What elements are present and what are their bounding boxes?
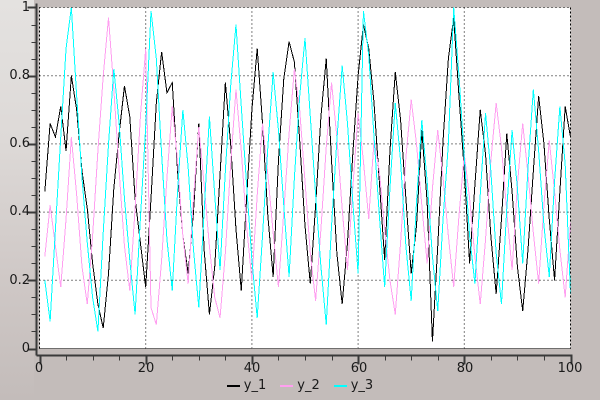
legend-entry-y_2[interactable]: y_2 [280, 378, 320, 393]
legend-entry-y_3[interactable]: y_3 [333, 378, 374, 393]
series-line-y_3 [44, 7, 571, 332]
series-line-y_2 [44, 17, 571, 325]
y-tick-label-0.8: 0.8 [9, 68, 30, 83]
legend-label-y_1: y_1 [243, 378, 267, 393]
y-tick-label-1: 1 [21, 0, 30, 15]
x-tick-label-80: 80 [456, 361, 474, 376]
series-line-y_1 [44, 17, 571, 342]
legend-swatch-y_3 [333, 384, 347, 387]
figure-background-gradient [0, 0, 34, 400]
legend-swatch-y_1 [226, 384, 240, 387]
legend-entry-y_1[interactable]: y_1 [226, 378, 267, 393]
x-tick-label-40: 40 [243, 361, 261, 376]
y-tick-label-0.6: 0.6 [9, 136, 30, 151]
x-tick-label-100: 100 [557, 361, 583, 376]
chart-legend: y_1 y_2 y_3 [0, 379, 600, 392]
legend-label-y_2: y_2 [297, 378, 320, 393]
legend-label-y_3: y_3 [350, 378, 374, 393]
y-tick-label-0: 0 [21, 341, 30, 356]
y-tick-label-0.2: 0.2 [9, 273, 30, 288]
x-tick-label-0: 0 [34, 361, 44, 376]
y-tick-label-0.4: 0.4 [9, 204, 30, 219]
x-tick-label-20: 20 [137, 361, 155, 376]
legend-swatch-y_2 [280, 384, 294, 387]
x-tick-label-60: 60 [350, 361, 368, 376]
